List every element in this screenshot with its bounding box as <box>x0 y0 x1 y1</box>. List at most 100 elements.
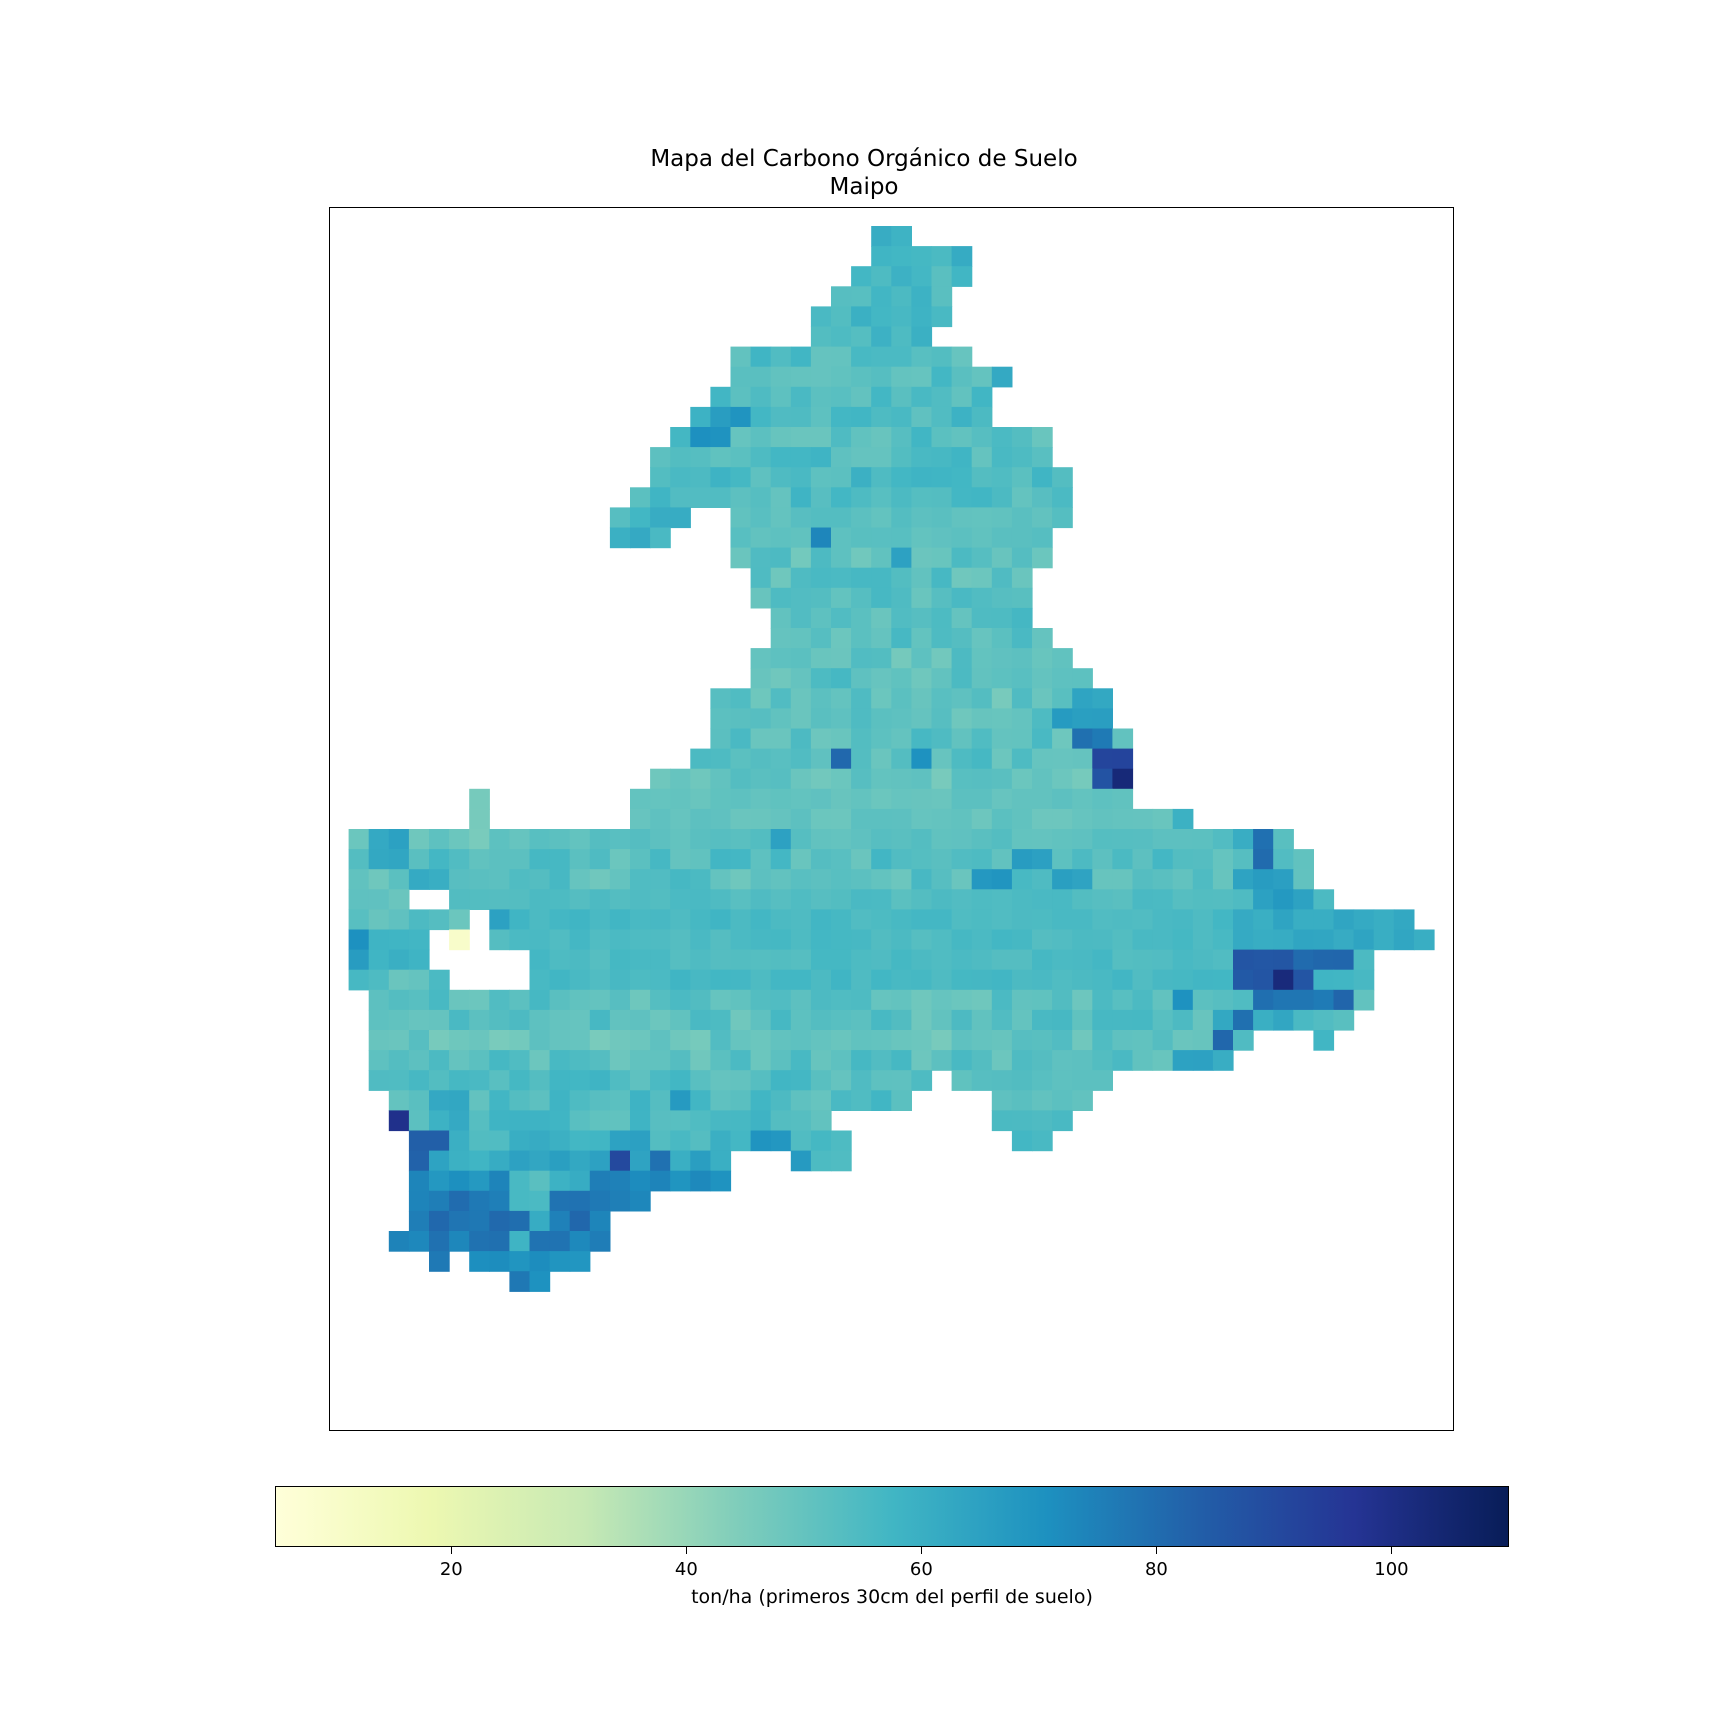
colorbar-tick-label: 20 <box>439 1559 463 1580</box>
raster-cell <box>951 507 973 529</box>
raster-cell <box>408 969 430 991</box>
raster-cell <box>1172 889 1194 910</box>
raster-cell <box>650 1150 671 1172</box>
raster-cell <box>971 527 993 549</box>
raster-cell <box>730 507 752 529</box>
raster-cell <box>1032 487 1053 508</box>
raster-cell <box>1132 1030 1154 1051</box>
raster-cell <box>971 427 993 448</box>
raster-cell <box>1052 989 1073 1011</box>
raster-cell <box>429 989 450 1011</box>
raster-cell <box>790 527 812 549</box>
raster-cell <box>1032 628 1053 649</box>
raster-cell <box>810 1070 832 1091</box>
raster-cell <box>408 1090 430 1111</box>
raster-cell <box>891 326 912 348</box>
raster-cell <box>750 929 772 951</box>
raster-cell <box>489 909 510 931</box>
raster-cell <box>931 567 953 589</box>
raster-cell <box>851 909 872 931</box>
raster-cell <box>770 989 792 1011</box>
raster-cell <box>911 909 933 931</box>
raster-cell <box>871 808 892 830</box>
raster-cell <box>971 748 993 770</box>
raster-cell <box>770 1110 792 1132</box>
raster-cell <box>489 989 510 1011</box>
raster-cell <box>750 1030 772 1051</box>
raster-cell <box>630 1090 651 1111</box>
raster-cell <box>429 1009 450 1031</box>
raster-cell <box>1072 748 1093 770</box>
raster-cell <box>569 909 591 931</box>
raster-cell <box>408 1050 430 1071</box>
raster-cell <box>469 1190 490 1212</box>
raster-cell <box>408 989 430 1011</box>
raster-cell <box>549 1231 571 1252</box>
raster-cell <box>991 366 1013 388</box>
raster-cell <box>529 1050 551 1071</box>
raster-cell <box>1112 728 1134 750</box>
raster-cell <box>569 1009 591 1031</box>
raster-cell <box>730 889 752 910</box>
raster-cell <box>1353 969 1375 991</box>
raster-cell <box>911 929 933 951</box>
raster-cell <box>630 527 651 549</box>
raster-cell <box>1393 909 1415 931</box>
colorbar-tick-label: 80 <box>1144 1559 1168 1580</box>
raster-cell <box>971 386 993 408</box>
raster-cell <box>750 989 772 1011</box>
raster-cell <box>750 1070 772 1091</box>
raster-cell <box>1032 829 1053 850</box>
raster-cell <box>509 1251 531 1272</box>
raster-cell <box>529 1251 551 1272</box>
raster-cell <box>408 929 430 951</box>
raster-cell <box>951 849 973 870</box>
raster-cell <box>429 829 450 850</box>
raster-cell <box>871 1050 892 1071</box>
raster-cell <box>1032 969 1053 991</box>
raster-cell <box>1011 628 1033 649</box>
raster-cell <box>810 427 832 448</box>
raster-cell <box>911 567 933 589</box>
raster-cell <box>449 909 470 931</box>
raster-cell <box>1032 447 1053 468</box>
raster-cell <box>449 1210 470 1232</box>
raster-cell <box>710 1050 732 1071</box>
raster-cell <box>790 768 812 790</box>
raster-cell <box>710 949 732 971</box>
raster-cell <box>690 1070 711 1091</box>
raster-cell <box>851 969 872 991</box>
raster-cell <box>851 688 872 709</box>
raster-cell <box>429 1070 450 1091</box>
raster-cell <box>469 1150 490 1172</box>
raster-cell <box>911 587 933 609</box>
raster-cell <box>630 989 651 1011</box>
raster-cell <box>1152 909 1174 931</box>
raster-cell <box>871 467 892 488</box>
raster-cell <box>690 406 711 428</box>
raster-cell <box>368 949 390 971</box>
raster-cell <box>851 929 872 951</box>
raster-cell <box>609 1130 631 1152</box>
raster-cell <box>670 969 691 991</box>
raster-cell <box>1233 829 1254 850</box>
raster-cell <box>750 467 772 488</box>
raster-cell <box>1052 748 1073 770</box>
raster-cell <box>670 849 691 870</box>
raster-cell <box>489 1090 510 1111</box>
colorbar-tick-label: 40 <box>674 1559 698 1580</box>
raster-cell <box>1052 929 1073 951</box>
raster-cell <box>770 527 792 549</box>
raster-cell <box>810 628 832 649</box>
raster-cell <box>770 788 792 810</box>
raster-cell <box>589 1130 611 1152</box>
raster-cell <box>871 306 892 328</box>
raster-cell <box>549 1030 571 1051</box>
raster-cell <box>1032 768 1053 790</box>
raster-cell <box>951 668 973 689</box>
raster-cell <box>810 487 832 508</box>
raster-cell <box>1152 969 1174 991</box>
raster-cell <box>851 708 872 730</box>
raster-cell <box>851 286 872 307</box>
raster-cell <box>1192 929 1214 951</box>
